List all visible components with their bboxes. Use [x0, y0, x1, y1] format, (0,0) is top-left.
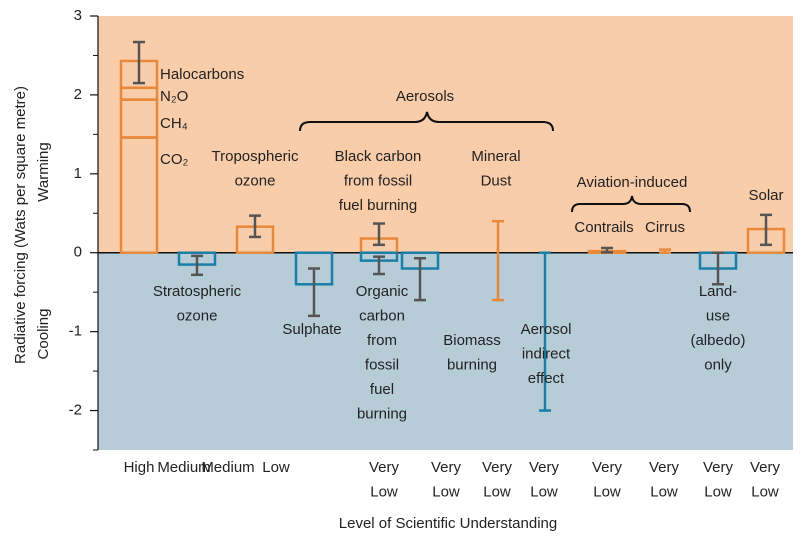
- y-tick-label: 3: [74, 7, 82, 24]
- aerosols-brace: [299, 111, 554, 132]
- annotation: Mineral: [471, 148, 520, 165]
- annotation: Very: [750, 459, 781, 476]
- annotation: Medium: [201, 459, 254, 476]
- segment-label: CH₄: [160, 115, 188, 132]
- group-label: Aviation-induced: [577, 174, 688, 191]
- annotation: Low: [432, 483, 460, 500]
- annotation: fuel burning: [339, 197, 417, 214]
- y-tick-label: -2: [69, 402, 82, 419]
- annotation: Low: [593, 483, 621, 500]
- annotation: from fossil: [344, 172, 412, 189]
- annotation: carbon: [359, 307, 405, 324]
- segment-label: N₂O: [160, 88, 188, 105]
- annotation: burning: [357, 405, 407, 422]
- annotation: Low: [262, 459, 290, 476]
- aviation-brace: [571, 195, 691, 213]
- annotation: use: [706, 307, 730, 324]
- annotation: effect: [528, 370, 565, 387]
- annotation: only: [704, 356, 732, 373]
- annotation: Low: [370, 483, 398, 500]
- annotation: Biomass: [443, 332, 501, 349]
- annotation: Aerosol: [521, 321, 572, 338]
- annotation: Sulphate: [282, 321, 341, 338]
- segment-label: CO₂: [160, 151, 189, 168]
- annotation: Low: [751, 483, 779, 500]
- y-axis-label: Radiative forcing (Wats per square metre…: [12, 86, 29, 364]
- annotation: ozone: [235, 172, 276, 189]
- annotation: from: [367, 332, 397, 349]
- annotation: indirect: [522, 345, 571, 362]
- y-tick-label: -1: [69, 323, 82, 340]
- group-label: Aerosols: [396, 88, 454, 105]
- annotation: Medium: [157, 459, 210, 476]
- annotation: Very: [592, 459, 623, 476]
- annotation: burning: [447, 356, 497, 373]
- annotation: Tropospheric: [212, 148, 299, 165]
- annotation: Very: [649, 459, 680, 476]
- annotation: (albedo): [690, 332, 745, 349]
- annotation: Low: [483, 483, 511, 500]
- y-tick-label: 0: [74, 244, 82, 261]
- annotation: Organic: [356, 283, 409, 300]
- annotation: Very: [529, 459, 560, 476]
- annotation: Low: [650, 483, 678, 500]
- annotation: Cirrus: [645, 219, 685, 236]
- warming-label: Warming: [35, 142, 52, 201]
- annotation: ozone: [177, 307, 218, 324]
- annotation: High: [124, 459, 155, 476]
- annotation: Solar: [748, 187, 783, 204]
- annotation: Contrails: [574, 219, 633, 236]
- warming-background: [98, 16, 793, 253]
- annotation: Very: [431, 459, 462, 476]
- annotation: Black carbon: [335, 148, 422, 165]
- annotation: Land-: [699, 283, 737, 300]
- y-tick-label: 1: [74, 165, 82, 182]
- annotation: Stratospheric: [153, 283, 242, 300]
- y-tick-label: 2: [74, 86, 82, 103]
- annotation: Low: [704, 483, 732, 500]
- annotation: Dust: [481, 172, 513, 189]
- annotation: Very: [703, 459, 734, 476]
- annotation: fossil: [365, 356, 399, 373]
- annotation: Very: [369, 459, 400, 476]
- annotation: Very: [482, 459, 513, 476]
- cooling-background: [98, 252, 793, 450]
- annotation: Low: [530, 483, 558, 500]
- cooling-label: Cooling: [35, 309, 52, 360]
- segment-label: Halocarbons: [160, 66, 244, 83]
- x-axis-label: Level of Scientific Understanding: [339, 515, 557, 532]
- annotation: fuel: [370, 381, 394, 398]
